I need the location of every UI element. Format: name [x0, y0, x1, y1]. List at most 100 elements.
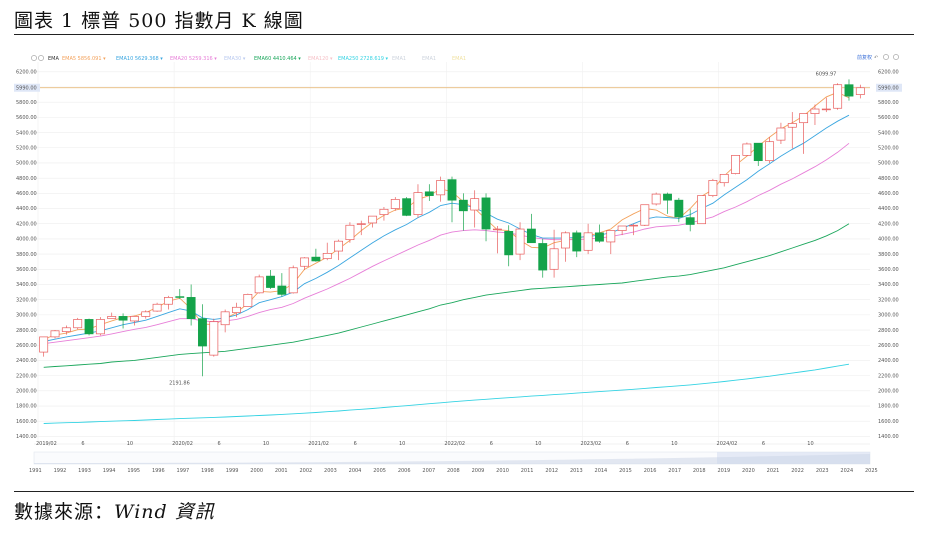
candle[interactable]	[198, 304, 207, 377]
candle[interactable]	[186, 284, 196, 326]
candle[interactable]	[311, 248, 321, 262]
candle[interactable]	[629, 223, 638, 236]
candle[interactable]	[322, 242, 332, 261]
candle[interactable]	[606, 230, 616, 255]
candle[interactable]	[583, 223, 593, 255]
candle[interactable]	[470, 190, 480, 228]
candle[interactable]	[787, 112, 797, 149]
candle[interactable]	[617, 225, 627, 236]
legend-item[interactable]: EMA1	[422, 56, 436, 62]
candle[interactable]	[560, 231, 570, 262]
candle[interactable]	[277, 273, 287, 297]
candle[interactable]	[833, 83, 843, 110]
candle-body-down	[685, 217, 695, 225]
candle[interactable]	[254, 274, 264, 294]
candle[interactable]	[84, 318, 94, 336]
candle[interactable]	[220, 309, 230, 333]
candle[interactable]	[572, 230, 582, 258]
candle[interactable]	[538, 238, 548, 278]
candle[interactable]	[368, 215, 378, 228]
candle-body-up	[765, 141, 775, 162]
candle[interactable]	[663, 192, 672, 214]
candle[interactable]	[481, 193, 491, 242]
candle[interactable]	[288, 265, 298, 294]
settings-gear-icon[interactable]	[883, 54, 889, 60]
candle[interactable]	[39, 336, 49, 357]
legend-item[interactable]: EMA10 5629.368 ▾	[116, 56, 163, 62]
candle[interactable]	[390, 197, 400, 211]
legend-item[interactable]: EMA60 4410.464 ▾	[254, 56, 301, 62]
candle[interactable]	[266, 270, 275, 290]
settings-icon[interactable]	[38, 55, 44, 61]
price-tick-right: 1600.00	[878, 419, 899, 425]
legend-item[interactable]: EMA20 5259.316 ▾	[170, 56, 217, 62]
candle[interactable]	[595, 224, 604, 243]
adjust-price-button[interactable]: 前复权	[857, 54, 872, 61]
candle[interactable]	[640, 204, 650, 226]
candle-body-up	[61, 327, 71, 332]
candle[interactable]	[719, 173, 729, 187]
candle[interactable]	[731, 155, 740, 175]
close-icon[interactable]	[893, 54, 899, 60]
candle[interactable]	[232, 302, 241, 318]
legend-item[interactable]: EMA120 ▾	[308, 56, 333, 62]
candle[interactable]	[855, 84, 865, 99]
candle[interactable]	[413, 184, 423, 218]
candle[interactable]	[674, 197, 684, 223]
candle[interactable]	[447, 176, 457, 223]
candle[interactable]	[504, 225, 514, 267]
candle[interactable]	[799, 113, 809, 154]
candle[interactable]	[152, 302, 162, 312]
candle[interactable]	[129, 315, 139, 326]
candle[interactable]	[356, 220, 366, 236]
candle[interactable]	[209, 318, 219, 357]
candle[interactable]	[765, 137, 775, 163]
time-tick: 6	[626, 441, 629, 447]
candle[interactable]	[50, 330, 60, 339]
candle[interactable]	[776, 122, 786, 144]
candle[interactable]	[844, 79, 854, 101]
candle[interactable]	[810, 104, 820, 125]
price-tick-left: 3000.00	[16, 313, 37, 319]
candle[interactable]	[526, 213, 536, 244]
legend-item[interactable]: EMA1	[452, 56, 466, 62]
candle[interactable]	[651, 192, 661, 206]
candle[interactable]	[141, 310, 151, 319]
candle[interactable]	[95, 317, 105, 336]
legend-item[interactable]: EMA1	[392, 56, 406, 62]
candle[interactable]	[515, 222, 525, 261]
candle[interactable]	[107, 312, 117, 320]
candle[interactable]	[753, 142, 763, 166]
candle[interactable]	[458, 193, 468, 231]
candle[interactable]	[334, 239, 344, 261]
legend-item[interactable]: EMA250 2728.619 ▾	[338, 56, 388, 62]
navigator-year: 2006	[398, 468, 411, 474]
candle[interactable]	[118, 313, 128, 329]
candle[interactable]	[697, 195, 706, 225]
candle[interactable]	[175, 289, 185, 299]
candle[interactable]	[61, 325, 71, 335]
candle[interactable]	[402, 197, 412, 217]
candle[interactable]	[243, 293, 253, 307]
legend-item[interactable]: EMA30 ▾	[224, 56, 246, 62]
candle[interactable]	[821, 97, 831, 113]
candle[interactable]	[345, 222, 355, 243]
candle[interactable]	[436, 176, 446, 202]
candle[interactable]	[708, 178, 718, 198]
time-tick: 6	[354, 441, 357, 447]
candle[interactable]	[73, 317, 83, 330]
candle[interactable]	[300, 257, 309, 271]
candle[interactable]	[742, 142, 752, 156]
candle[interactable]	[424, 184, 434, 201]
undo-icon[interactable]: ↶	[874, 55, 878, 61]
candlestick-chart[interactable]: EMA EMA5 5856.091 ▾ EMA10 5629.368 ▾ EMA20…	[14, 46, 904, 484]
price-tick-left: 2600.00	[16, 343, 37, 349]
candle[interactable]	[492, 225, 502, 254]
candle[interactable]	[685, 209, 695, 232]
legend-item[interactable]: EMA5 5856.091 ▾	[62, 56, 106, 62]
collapse-icon[interactable]	[31, 55, 37, 61]
candle[interactable]	[164, 295, 173, 310]
time-navigator[interactable]: 1991 1992 1993 1994 1995 1996 1997 1998 1999 2000…	[29, 451, 878, 474]
candle[interactable]	[549, 229, 559, 278]
candle[interactable]	[379, 207, 389, 221]
